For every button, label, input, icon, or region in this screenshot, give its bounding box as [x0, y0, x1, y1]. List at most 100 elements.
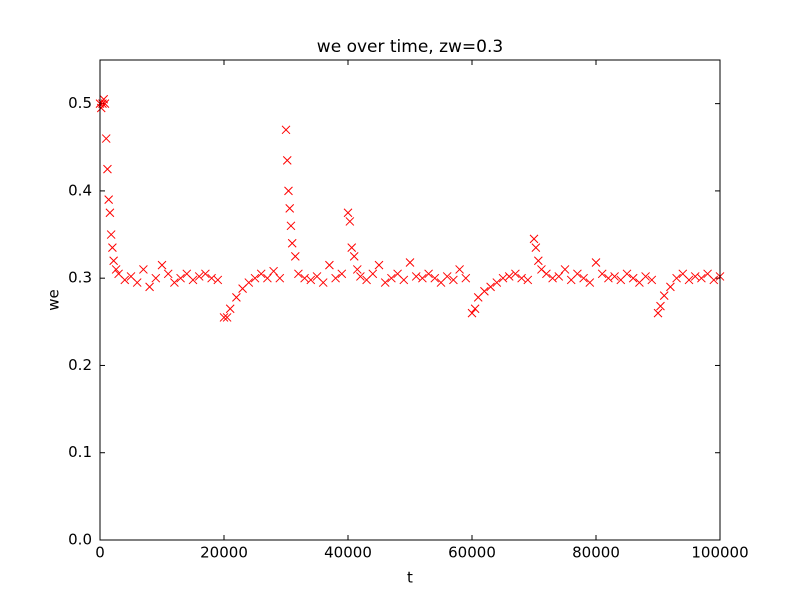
data-point — [352, 265, 362, 274]
data-point — [529, 234, 539, 244]
data-point — [523, 275, 533, 285]
x-tick-label: 100000 — [691, 544, 748, 562]
data-point — [659, 291, 669, 300]
data-point — [666, 282, 675, 292]
data-point — [105, 208, 115, 218]
data-point — [560, 265, 570, 274]
data-point — [281, 125, 291, 135]
data-point — [170, 278, 179, 287]
data-point — [411, 272, 421, 281]
data-point — [405, 258, 415, 267]
data-point — [111, 265, 121, 274]
y-tick-label: 0.2 — [68, 356, 92, 374]
data-point — [511, 269, 520, 279]
data-point — [275, 273, 285, 283]
data-point — [151, 273, 161, 283]
data-point — [120, 275, 130, 285]
data-point — [542, 269, 551, 279]
data-point — [697, 273, 706, 283]
data-point — [622, 269, 632, 279]
data-point — [287, 238, 297, 248]
y-axis-label: we — [45, 289, 63, 311]
data-point — [263, 273, 272, 283]
data-point — [684, 275, 694, 285]
data-point — [318, 278, 328, 287]
x-axis-label: t — [407, 569, 413, 587]
x-tick-label: 0 — [95, 544, 105, 562]
data-point — [554, 272, 564, 281]
data-point — [145, 282, 154, 292]
y-tick-label: 0.4 — [68, 181, 92, 199]
data-point — [368, 269, 378, 279]
data-point — [647, 275, 657, 285]
data-point — [157, 260, 167, 270]
data-point — [579, 273, 588, 283]
data-point — [591, 258, 601, 267]
data-point — [103, 164, 112, 174]
data-point — [709, 275, 719, 285]
data-point — [653, 308, 663, 318]
chart-title: we over time, zw=0.3 — [317, 37, 503, 57]
data-point — [213, 275, 223, 285]
data-point — [269, 266, 278, 276]
y-tick-label: 0.0 — [68, 531, 92, 549]
x-tick-label: 60000 — [448, 544, 496, 562]
data-point — [690, 272, 700, 281]
data-point — [306, 275, 316, 285]
data-point — [176, 273, 185, 283]
data-point — [294, 269, 303, 279]
data-point — [467, 308, 477, 318]
data-point — [343, 208, 353, 218]
data-point — [285, 204, 295, 213]
data-point — [250, 273, 260, 283]
data-point — [201, 269, 210, 279]
data-point — [461, 273, 471, 283]
data-point — [331, 273, 340, 283]
data-point — [194, 272, 204, 281]
data-point — [442, 272, 452, 281]
data-point — [597, 269, 607, 279]
data-point — [418, 273, 427, 283]
data-point — [628, 273, 638, 283]
data-point — [455, 265, 464, 274]
data-point — [492, 278, 502, 287]
data-point — [533, 256, 543, 266]
data-point — [374, 260, 384, 270]
y-tick-label: 0.1 — [68, 443, 92, 461]
data-point — [300, 273, 309, 283]
data-point — [244, 278, 254, 287]
data-point — [604, 273, 613, 283]
data-point — [399, 275, 409, 285]
data-point — [232, 293, 241, 302]
data-point — [106, 230, 116, 239]
data-point — [610, 272, 619, 281]
data-point — [188, 275, 198, 285]
data-point — [225, 304, 235, 314]
data-point — [356, 272, 365, 281]
data-point — [498, 273, 508, 283]
data-point — [449, 275, 458, 285]
data-point — [531, 243, 541, 252]
data-point — [163, 269, 173, 279]
data-point — [139, 265, 148, 274]
data-point — [504, 272, 514, 281]
data-point — [337, 269, 347, 279]
data-point — [290, 252, 300, 261]
data-point — [108, 243, 117, 252]
data-point — [573, 269, 582, 279]
data-point — [104, 195, 114, 204]
data-point — [101, 134, 111, 143]
data-point — [424, 269, 433, 279]
data-point — [430, 273, 440, 283]
data-point — [548, 273, 557, 283]
data-point — [347, 243, 357, 252]
data-point — [585, 278, 595, 287]
data-point — [672, 273, 681, 283]
x-tick-label: 40000 — [324, 544, 372, 562]
data-point — [345, 217, 355, 226]
data-point — [100, 99, 110, 108]
data-point — [325, 260, 334, 270]
